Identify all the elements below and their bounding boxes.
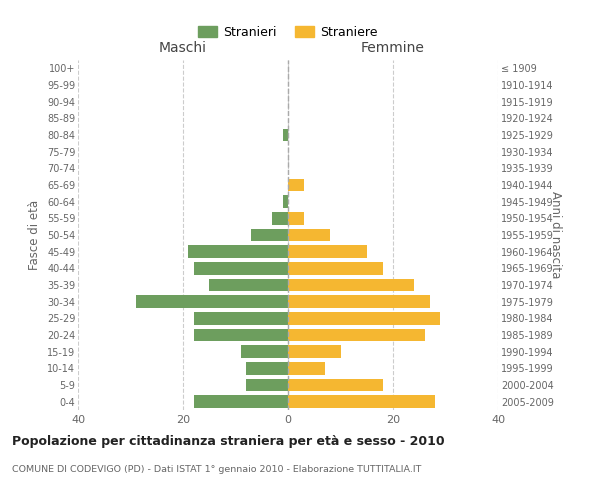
- Bar: [246, 379, 288, 391]
- Bar: [288, 346, 341, 358]
- Bar: [288, 396, 435, 408]
- Bar: [288, 262, 383, 274]
- Bar: [288, 312, 440, 324]
- Y-axis label: Anni di nascita: Anni di nascita: [549, 192, 562, 278]
- Legend: Stranieri, Straniere: Stranieri, Straniere: [193, 21, 383, 44]
- Bar: [272, 212, 288, 224]
- Bar: [209, 279, 288, 291]
- Bar: [288, 379, 383, 391]
- Y-axis label: Fasce di età: Fasce di età: [28, 200, 41, 270]
- Bar: [283, 129, 288, 141]
- Bar: [288, 179, 304, 192]
- Bar: [188, 246, 288, 258]
- Bar: [193, 262, 288, 274]
- Bar: [193, 329, 288, 341]
- Bar: [288, 279, 414, 291]
- Bar: [283, 196, 288, 208]
- Bar: [288, 329, 425, 341]
- Bar: [136, 296, 288, 308]
- Bar: [288, 296, 430, 308]
- Text: COMUNE DI CODEVIGO (PD) - Dati ISTAT 1° gennaio 2010 - Elaborazione TUTTITALIA.I: COMUNE DI CODEVIGO (PD) - Dati ISTAT 1° …: [12, 465, 421, 474]
- Bar: [288, 362, 325, 374]
- Bar: [246, 362, 288, 374]
- Bar: [288, 246, 367, 258]
- Bar: [193, 396, 288, 408]
- Text: Maschi: Maschi: [159, 41, 207, 55]
- Bar: [193, 312, 288, 324]
- Bar: [241, 346, 288, 358]
- Bar: [288, 212, 304, 224]
- Bar: [288, 229, 330, 241]
- Text: Femmine: Femmine: [361, 41, 425, 55]
- Bar: [251, 229, 288, 241]
- Text: Popolazione per cittadinanza straniera per età e sesso - 2010: Popolazione per cittadinanza straniera p…: [12, 435, 445, 448]
